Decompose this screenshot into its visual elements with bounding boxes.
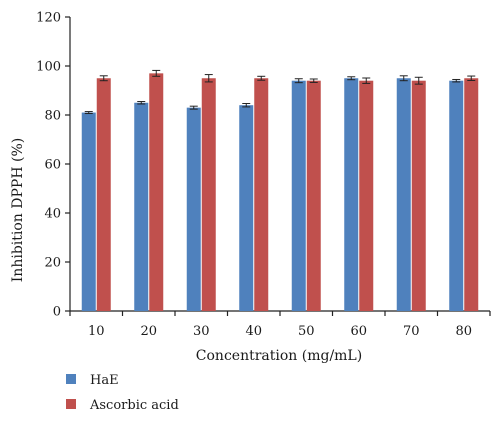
- legend-label: HaE: [90, 373, 119, 388]
- bar-hae-80: [449, 80, 464, 311]
- y-tick-label: 40: [44, 207, 61, 222]
- bar-hae-50: [291, 80, 306, 311]
- legend-swatch: [66, 399, 76, 409]
- bar-hae-30: [186, 107, 201, 312]
- bar-ascorbic-acid-20: [149, 73, 164, 311]
- bar-hae-60: [344, 78, 359, 311]
- y-tick-label: 100: [36, 60, 61, 75]
- bar-ascorbic-acid-10: [96, 78, 111, 311]
- bar-ascorbic-acid-80: [464, 78, 479, 311]
- y-tick-label: 20: [44, 256, 61, 271]
- x-tick-label: 10: [88, 324, 105, 339]
- y-tick-label: 80: [44, 109, 61, 124]
- x-tick-label: 80: [455, 324, 472, 339]
- y-tick-label: 60: [44, 158, 61, 173]
- bar-ascorbic-acid-40: [254, 78, 269, 311]
- legend: HaE Ascorbic acid: [66, 373, 179, 413]
- y-axis-label: Inhibition DPPH (%): [10, 138, 26, 282]
- y-tick-label: 120: [36, 11, 61, 26]
- bar-ascorbic-acid-50: [306, 80, 321, 311]
- x-tick-label: 70: [403, 324, 420, 339]
- x-tick-label: 60: [350, 324, 367, 339]
- bar-ascorbic-acid-30: [201, 78, 216, 311]
- bar-hae-20: [134, 102, 149, 311]
- x-tick-label: 40: [245, 324, 262, 339]
- legend-swatch: [66, 374, 76, 384]
- x-tick-label: 50: [298, 324, 315, 339]
- legend-label: Ascorbic acid: [89, 398, 179, 413]
- bar-hae-40: [239, 105, 254, 311]
- x-axis-label: Concentration (mg/mL): [196, 348, 362, 364]
- y-tick-label: 0: [53, 305, 61, 320]
- bar-ascorbic-acid-70: [411, 80, 426, 311]
- bar-ascorbic-acid-60: [359, 80, 374, 311]
- x-tick-label: 30: [193, 324, 210, 339]
- x-tick-label: 20: [140, 324, 157, 339]
- bar-hae-70: [396, 78, 411, 311]
- bar-hae-10: [81, 112, 96, 311]
- plot-area: 0 20 40 60 80 100 120 10 20 30 40 50 60 70 80: [36, 11, 491, 339]
